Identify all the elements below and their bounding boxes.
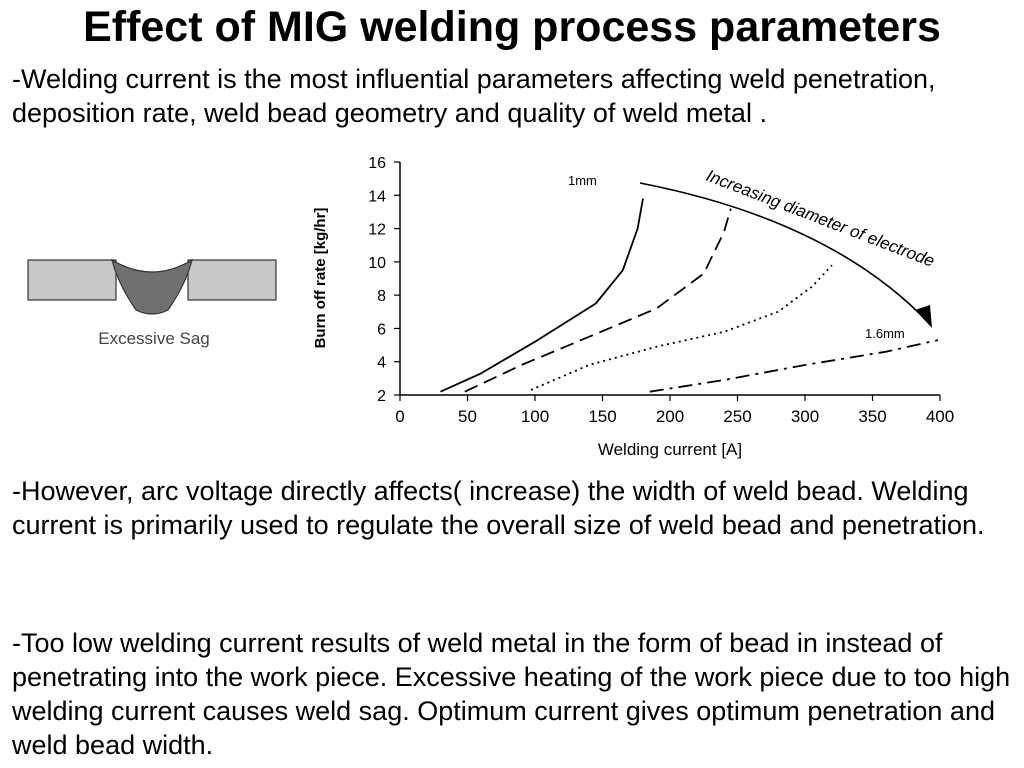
y-tick-label: 2 [377, 388, 386, 405]
y-tick-label: 10 [368, 255, 386, 272]
excessive-sag-figure: Excessive Sag [27, 258, 277, 348]
paragraph-low-current: -Too low welding current results of weld… [12, 628, 1011, 760]
x-tick-label: 0 [395, 407, 404, 426]
weld-bead-sag [111, 258, 193, 315]
x-tick-label: 300 [791, 407, 819, 426]
diameter-arrow [639, 182, 929, 323]
paragraph-welding-current: -Welding current is the most influential… [12, 64, 936, 128]
x-tick-label: 250 [723, 407, 751, 426]
y-tick-label: 6 [377, 321, 386, 338]
diameter-annotation: Increasing diameter of electrode [704, 166, 938, 271]
y-tick-label: 8 [377, 288, 386, 305]
y-tick-label: 16 [368, 155, 386, 172]
base-plate-left [27, 259, 117, 301]
paragraph-arc-voltage: -However, arc voltage directly affects( … [12, 476, 985, 540]
sag-caption: Excessive Sag [98, 329, 210, 348]
x-tick-label: 400 [926, 407, 954, 426]
x-tick-label: 50 [458, 407, 477, 426]
x-axis-label: Welding current [A] [598, 440, 742, 459]
series-line-dotted [530, 264, 833, 391]
y-tick-label: 4 [377, 355, 386, 372]
x-tick-label: 100 [521, 407, 549, 426]
y-tick-label: 14 [368, 188, 386, 205]
y-axis-label: Burn off rate [kg/hr] [312, 208, 329, 349]
x-tick-label: 200 [656, 407, 684, 426]
series-line-dashdot [649, 339, 939, 393]
series-line-solid [440, 198, 644, 393]
burn-off-rate-chart: 0 50 100 150 200 250 300 350 400 2 4 6 8 10 12 14 16 Bur… [312, 155, 954, 459]
diameter-arrow-head [915, 305, 932, 328]
y-tick-label: 12 [368, 222, 386, 239]
x-tick-label: 350 [858, 407, 886, 426]
x-tick-label: 150 [588, 407, 616, 426]
base-plate-right [187, 259, 277, 301]
slide-title: Effect of MIG welding process parameters [83, 3, 941, 51]
label-1mm: 1mm [568, 173, 597, 188]
label-1-6mm: 1.6mm [865, 326, 905, 341]
